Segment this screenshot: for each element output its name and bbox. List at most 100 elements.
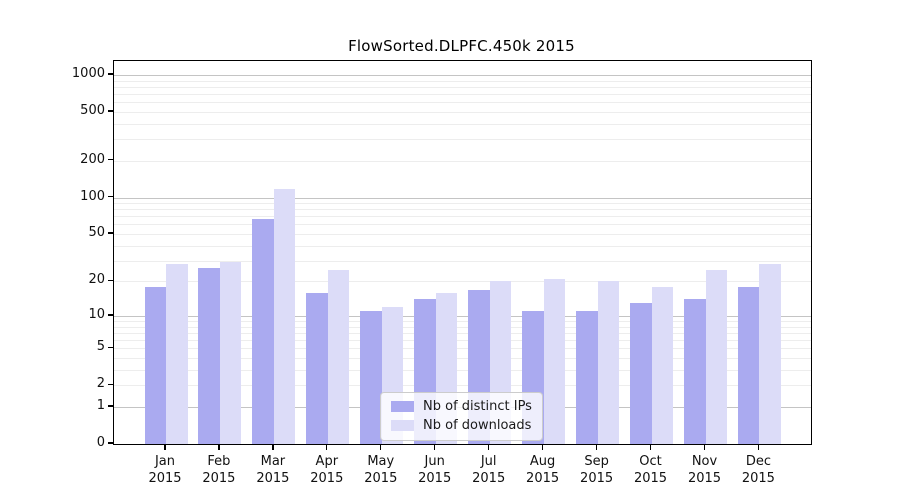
x-tick-label: Oct 2015 bbox=[633, 454, 668, 486]
y-tick-mark bbox=[108, 110, 113, 112]
gridline-minor bbox=[114, 216, 811, 218]
gridline-minor bbox=[114, 281, 811, 283]
legend-item-downloads: Nb of downloads bbox=[391, 418, 532, 433]
x-tick-label: Jul 2015 bbox=[472, 454, 506, 486]
legend-label-distinct-ips: Nb of distinct IPs bbox=[423, 399, 532, 414]
bar-nb-of-downloads-sep bbox=[597, 281, 620, 444]
y-tick-mark bbox=[108, 383, 113, 385]
gridline-minor bbox=[114, 209, 811, 211]
gridline-minor bbox=[114, 326, 811, 328]
x-tick-label: Dec 2015 bbox=[741, 454, 775, 486]
y-tick-label: 1000 bbox=[71, 65, 105, 81]
gridline-minor bbox=[114, 245, 811, 247]
x-tick-label: Jan 2015 bbox=[148, 454, 182, 486]
gridline-minor bbox=[114, 385, 811, 387]
x-tick-mark bbox=[434, 445, 436, 450]
legend-swatch-downloads bbox=[391, 420, 414, 431]
y-tick-mark bbox=[108, 195, 113, 198]
x-tick-mark bbox=[649, 445, 652, 450]
bar-nb-of-downloads-mar bbox=[273, 188, 296, 444]
y-tick-label: 10 bbox=[88, 306, 105, 322]
x-tick-mark bbox=[703, 445, 706, 450]
gridline-minor bbox=[114, 260, 811, 262]
y-tick-mark bbox=[108, 73, 113, 75]
gridline-minor bbox=[114, 203, 811, 204]
bar-nb-of-distinct-ips-apr bbox=[306, 292, 328, 444]
gridline-minor bbox=[114, 340, 811, 342]
y-tick-mark bbox=[108, 279, 113, 282]
bar-nb-of-downloads-nov bbox=[705, 270, 727, 444]
y-tick-mark bbox=[108, 442, 113, 444]
y-tick-mark bbox=[108, 346, 113, 348]
y-tick-label: 20 bbox=[88, 272, 105, 288]
gridline-minor bbox=[114, 102, 811, 104]
bar-nb-of-downloads-dec bbox=[759, 264, 781, 444]
y-tick-mark bbox=[108, 232, 113, 234]
legend: Nb of distinct IPs Nb of downloads bbox=[380, 392, 543, 441]
bar-nb-of-distinct-ips-may bbox=[360, 311, 382, 444]
x-tick-mark bbox=[595, 445, 598, 450]
bar-nb-of-downloads-jan bbox=[166, 264, 188, 444]
x-tick-label: Feb 2015 bbox=[202, 454, 236, 486]
gridline-major bbox=[114, 315, 811, 317]
y-tick-label: 2 bbox=[96, 376, 105, 392]
bar-nb-of-distinct-ips-nov bbox=[684, 299, 706, 444]
x-tick-mark bbox=[757, 445, 760, 450]
gridline-major bbox=[114, 197, 811, 199]
bar-nb-of-downloads-oct bbox=[651, 286, 673, 444]
x-tick-mark bbox=[326, 445, 328, 450]
legend-label-downloads: Nb of downloads bbox=[423, 418, 532, 433]
gridline-minor bbox=[114, 139, 811, 141]
bar-nb-of-distinct-ips-jan bbox=[144, 286, 166, 444]
bar-nb-of-distinct-ips-feb bbox=[198, 267, 220, 444]
bar-nb-of-downloads-aug bbox=[543, 278, 566, 444]
gridline-minor bbox=[114, 111, 811, 113]
x-tick-mark bbox=[164, 445, 166, 450]
x-tick-mark bbox=[488, 445, 490, 450]
legend-item-distinct-ips: Nb of distinct IPs bbox=[391, 399, 532, 414]
gridline-minor bbox=[114, 86, 811, 88]
bar-nb-of-downloads-feb bbox=[219, 262, 242, 444]
bar-nb-of-downloads-apr bbox=[327, 270, 350, 444]
x-tick-label: May 2015 bbox=[364, 454, 398, 486]
gridline-minor bbox=[114, 348, 811, 350]
y-tick-label: 0 bbox=[96, 435, 105, 450]
x-tick-label: Sep 2015 bbox=[580, 454, 614, 486]
gridline-minor bbox=[114, 332, 811, 334]
y-tick-label: 200 bbox=[80, 151, 105, 167]
legend-swatch-distinct-ips bbox=[391, 401, 414, 412]
x-tick-label: Nov 2015 bbox=[687, 454, 722, 486]
gridline-minor bbox=[114, 80, 811, 82]
x-tick-label: Mar 2015 bbox=[256, 454, 290, 486]
gridline-major bbox=[114, 74, 811, 76]
bar-nb-of-distinct-ips-sep bbox=[576, 311, 598, 444]
gridline-minor bbox=[114, 123, 811, 125]
y-tick-mark bbox=[108, 314, 113, 316]
gridline-minor bbox=[114, 358, 811, 359]
chart-title: FlowSorted.DLPFC.450k 2015 bbox=[348, 37, 575, 55]
gridline-minor bbox=[114, 234, 811, 235]
gridline-minor bbox=[114, 369, 811, 371]
gridline-minor bbox=[114, 94, 811, 95]
x-tick-label: Aug 2015 bbox=[526, 454, 560, 486]
y-tick-label: 1 bbox=[96, 398, 105, 413]
bar-nb-of-distinct-ips-mar bbox=[252, 219, 274, 444]
x-tick-label: Apr 2015 bbox=[310, 454, 344, 486]
y-tick-mark bbox=[108, 159, 113, 161]
bar-nb-of-distinct-ips-oct bbox=[630, 303, 652, 444]
x-tick-mark bbox=[380, 445, 382, 450]
gridline-minor bbox=[114, 160, 811, 162]
y-tick-label: 100 bbox=[80, 188, 105, 204]
plot-area: Nb of distinct IPs Nb of downloads bbox=[113, 60, 812, 445]
y-tick-mark bbox=[108, 405, 113, 407]
x-tick-label: Jun 2015 bbox=[418, 454, 452, 486]
y-tick-label: 50 bbox=[88, 225, 105, 240]
gridline-minor bbox=[114, 321, 811, 322]
bar-nb-of-distinct-ips-dec bbox=[737, 286, 760, 444]
gridline-minor bbox=[114, 224, 811, 226]
y-tick-label: 5 bbox=[96, 339, 105, 355]
x-tick-mark bbox=[541, 445, 544, 450]
x-tick-mark bbox=[272, 445, 274, 450]
x-tick-mark bbox=[218, 445, 220, 450]
